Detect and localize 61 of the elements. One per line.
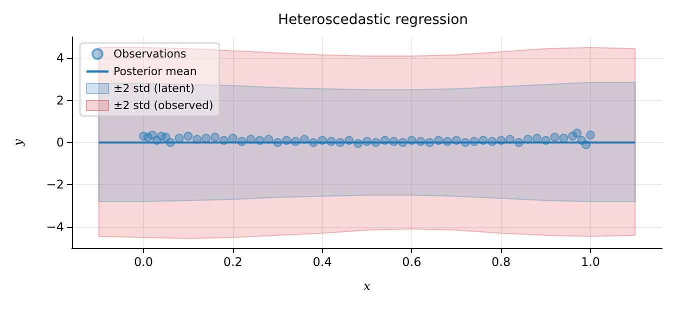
x-tick-label: 1.0 <box>580 255 600 269</box>
point <box>460 138 470 147</box>
x-tick-label: 0.8 <box>492 255 511 269</box>
point <box>488 136 497 146</box>
chart-title: Heteroscedastic regression <box>278 12 468 28</box>
point <box>282 136 292 145</box>
y-tick-label: 0 <box>56 136 64 150</box>
x-tick-label: 0.4 <box>312 255 332 269</box>
point <box>344 136 354 145</box>
point <box>290 136 300 146</box>
point <box>192 134 202 144</box>
y-tick-label: 2 <box>56 93 64 108</box>
y-tick-label: −2 <box>46 178 64 192</box>
point <box>407 136 416 145</box>
point <box>470 136 479 146</box>
point <box>541 136 550 145</box>
point <box>434 136 444 145</box>
point <box>582 140 591 150</box>
point <box>380 136 390 145</box>
point <box>478 136 488 145</box>
x-tick-label: 0.6 <box>402 255 422 269</box>
point <box>586 130 595 140</box>
point <box>184 132 193 141</box>
x-tick-label: 0.0 <box>134 255 154 269</box>
point <box>237 136 246 146</box>
point <box>318 136 327 145</box>
point <box>210 132 220 142</box>
x-tick-label: 0.2 <box>223 255 242 269</box>
point <box>166 138 175 147</box>
legend-label: ±2 std (observed) <box>114 99 214 112</box>
x-axis-title: x <box>364 279 371 293</box>
point <box>336 138 345 147</box>
point <box>506 134 515 144</box>
point <box>550 132 560 142</box>
point <box>354 139 363 148</box>
point <box>308 138 318 147</box>
point <box>255 136 264 145</box>
point <box>371 138 380 147</box>
point <box>389 136 398 146</box>
point <box>514 138 524 147</box>
y-tick-label: 4 <box>56 51 64 66</box>
point <box>246 134 256 144</box>
point <box>572 128 582 138</box>
point <box>300 134 309 144</box>
y-axis-title: y <box>11 138 25 147</box>
point <box>442 136 452 146</box>
point <box>273 138 282 147</box>
point <box>452 136 461 145</box>
y-tick-label: −4 <box>46 220 64 234</box>
point <box>523 134 532 144</box>
point <box>496 136 506 145</box>
legend-label: Observations <box>114 48 186 60</box>
point <box>398 138 408 147</box>
point <box>219 136 228 145</box>
legend-label: ±2 std (latent) <box>114 82 194 95</box>
point <box>416 136 426 146</box>
legend-label: Posterior mean <box>114 65 197 78</box>
point <box>264 134 274 144</box>
point <box>425 138 434 147</box>
point <box>362 136 372 146</box>
point <box>326 136 336 146</box>
